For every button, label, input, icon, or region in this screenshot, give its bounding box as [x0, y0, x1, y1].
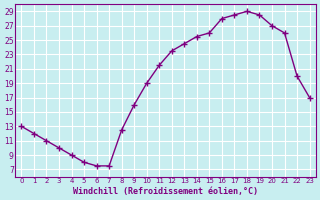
X-axis label: Windchill (Refroidissement éolien,°C): Windchill (Refroidissement éolien,°C) — [73, 187, 258, 196]
